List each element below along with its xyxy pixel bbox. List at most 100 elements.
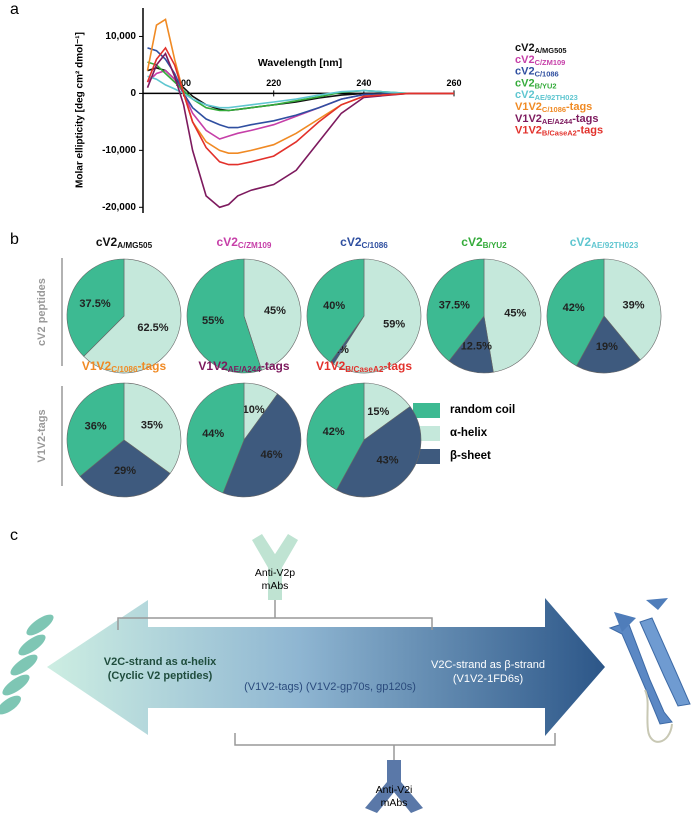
pie-value-label: 59% xyxy=(383,319,405,331)
legend-entry-suffix: -tags xyxy=(572,113,598,125)
legend-entry-sub: A/MG505 xyxy=(535,46,567,55)
pie-title: V1V2C/1086-tags xyxy=(82,359,167,374)
pie-title-suffix: -tags xyxy=(383,359,412,373)
legend-label: random coil xyxy=(450,404,515,416)
series-line xyxy=(147,66,454,112)
pie-value-label: 45% xyxy=(504,307,526,319)
pie-slice xyxy=(306,258,365,363)
arrow-label: (V1V2-1FD6s) xyxy=(453,673,523,685)
pie-title: cV2A/MG505 xyxy=(96,235,153,250)
legend-entry-sub: C/ZM109 xyxy=(535,58,566,67)
pie-title-sub: AE/A244 xyxy=(228,365,262,374)
legend-entry-suffix: -tags xyxy=(577,125,603,137)
pie-title-main: cV2 xyxy=(570,235,592,249)
pie-slice xyxy=(426,258,485,362)
panel-label: a xyxy=(10,1,19,18)
legend-entry-main: V1V2 xyxy=(515,101,542,113)
legend-entry-main: V1V2 xyxy=(515,113,542,125)
pie-value-label: 36% xyxy=(85,421,107,433)
pie-value-label: 42% xyxy=(323,426,345,438)
pie-title-main: V1V2 xyxy=(316,359,346,373)
antibody-label: Anti-V2i xyxy=(376,784,413,796)
arrow-label: (Cyclic V2 peptides) xyxy=(108,670,213,682)
legend-entry-sub: B/YU2 xyxy=(535,81,557,90)
y-tick-label: 10,000 xyxy=(105,31,136,42)
pie-value-label: 43% xyxy=(377,455,399,467)
pie-value-label: 37.5% xyxy=(439,300,470,312)
pie-title: cV2C/ZM109 xyxy=(217,235,272,250)
legend-swatch xyxy=(413,403,440,418)
pie-title-main: V1V2 xyxy=(198,359,228,373)
legend-entry-main: cV2 xyxy=(515,89,535,101)
series-line xyxy=(146,46,454,166)
pie-slice xyxy=(483,258,542,373)
bracket xyxy=(234,733,556,760)
legend-entry-main: cV2 xyxy=(515,42,535,54)
row-label: V1V2-tags xyxy=(36,409,48,462)
pie-title-suffix: -tags xyxy=(261,359,290,373)
pie-title-sub: A/MG505 xyxy=(117,241,152,250)
x-axis-label: Wavelength [nm] xyxy=(258,57,342,69)
pie-title-main: V1V2 xyxy=(82,359,112,373)
pie-title-sub: C/1086 xyxy=(362,241,389,250)
pie-value-label: 37.5% xyxy=(79,298,110,310)
pie-title: cV2C/1086 xyxy=(340,235,388,250)
legend-entry: cV2AE/92TH023 xyxy=(515,89,578,102)
legend-entry-suffix: -tags xyxy=(566,101,592,113)
panel-label: c xyxy=(10,527,18,544)
row-label: cV2 peptides xyxy=(36,278,48,346)
legend-entry: V1V2AE/A244-tags xyxy=(515,113,599,126)
pie-slice xyxy=(243,258,302,371)
y-tick-label: -10,000 xyxy=(102,145,136,156)
pie-title-sub: C/1086 xyxy=(111,365,138,374)
pie-title-sub: B/CaseA2 xyxy=(345,365,384,374)
pie-value-label: 45% xyxy=(264,305,286,317)
pie-value-label: 42% xyxy=(563,302,585,314)
legend-label: α-helix xyxy=(450,427,488,439)
antibody-icon xyxy=(365,760,423,813)
x-tick-label: 220 xyxy=(266,78,281,88)
legend-label: β-sheet xyxy=(450,450,491,462)
x-tick-label: 200 xyxy=(176,78,191,88)
legend-entry: cV2C/1086 xyxy=(515,66,559,79)
legend-entry-main: cV2 xyxy=(515,77,535,89)
legend-entry: cV2A/MG505 xyxy=(515,42,567,55)
pie-title: cV2AE/92TH023 xyxy=(570,235,639,250)
pie-title-sub: B/YU2 xyxy=(483,241,507,250)
series-line xyxy=(146,18,454,154)
pie-slice xyxy=(306,382,365,491)
pie-slice xyxy=(333,258,422,374)
pie-value-label: 15% xyxy=(367,406,389,418)
legend-entry: V1V2B/CaseA2-tags xyxy=(515,125,603,138)
pie-title-main: cV2 xyxy=(340,235,362,249)
pie-slice xyxy=(222,393,302,498)
series-line xyxy=(146,52,454,209)
y-tick-label: -20,000 xyxy=(102,202,136,213)
pie-slice xyxy=(83,258,182,374)
legend-entry-main: V1V2 xyxy=(515,125,542,137)
pie-value-label: 62.5% xyxy=(137,322,168,334)
series-line xyxy=(146,69,454,140)
pie-slice xyxy=(79,439,171,498)
pie-slice xyxy=(186,258,262,374)
series-line xyxy=(147,75,454,109)
pie-title: V1V2AE/A244-tags xyxy=(198,359,289,374)
helix xyxy=(0,614,54,715)
pie-value-label: 10% xyxy=(243,404,265,416)
pie-title: V1V2B/CaseA2-tags xyxy=(316,359,412,374)
legend-entry-main: cV2 xyxy=(515,66,535,78)
pie-slice xyxy=(546,258,605,367)
legend-entry-sub: C/1086 xyxy=(542,105,566,114)
legend-entry-sub: AE/92TH023 xyxy=(535,93,578,102)
arrow-label: V2C-strand as β-strand xyxy=(431,659,545,671)
pie-title-sub: C/ZM109 xyxy=(238,241,272,250)
pie-value-label: 29% xyxy=(114,465,136,477)
x-tick-label: 240 xyxy=(356,78,371,88)
pie-value-label: 35% xyxy=(141,420,163,432)
pie-value-label: 39% xyxy=(622,299,644,311)
pie-title-suffix: -tags xyxy=(138,359,167,373)
y-axis-label: Molar ellipticity [deg cm² dmol⁻¹] xyxy=(75,32,86,188)
legend-entry-main: cV2 xyxy=(515,54,535,66)
arrow-label: V2C-strand as α-helix xyxy=(104,656,217,668)
pie-title: cV2B/YU2 xyxy=(461,235,507,250)
